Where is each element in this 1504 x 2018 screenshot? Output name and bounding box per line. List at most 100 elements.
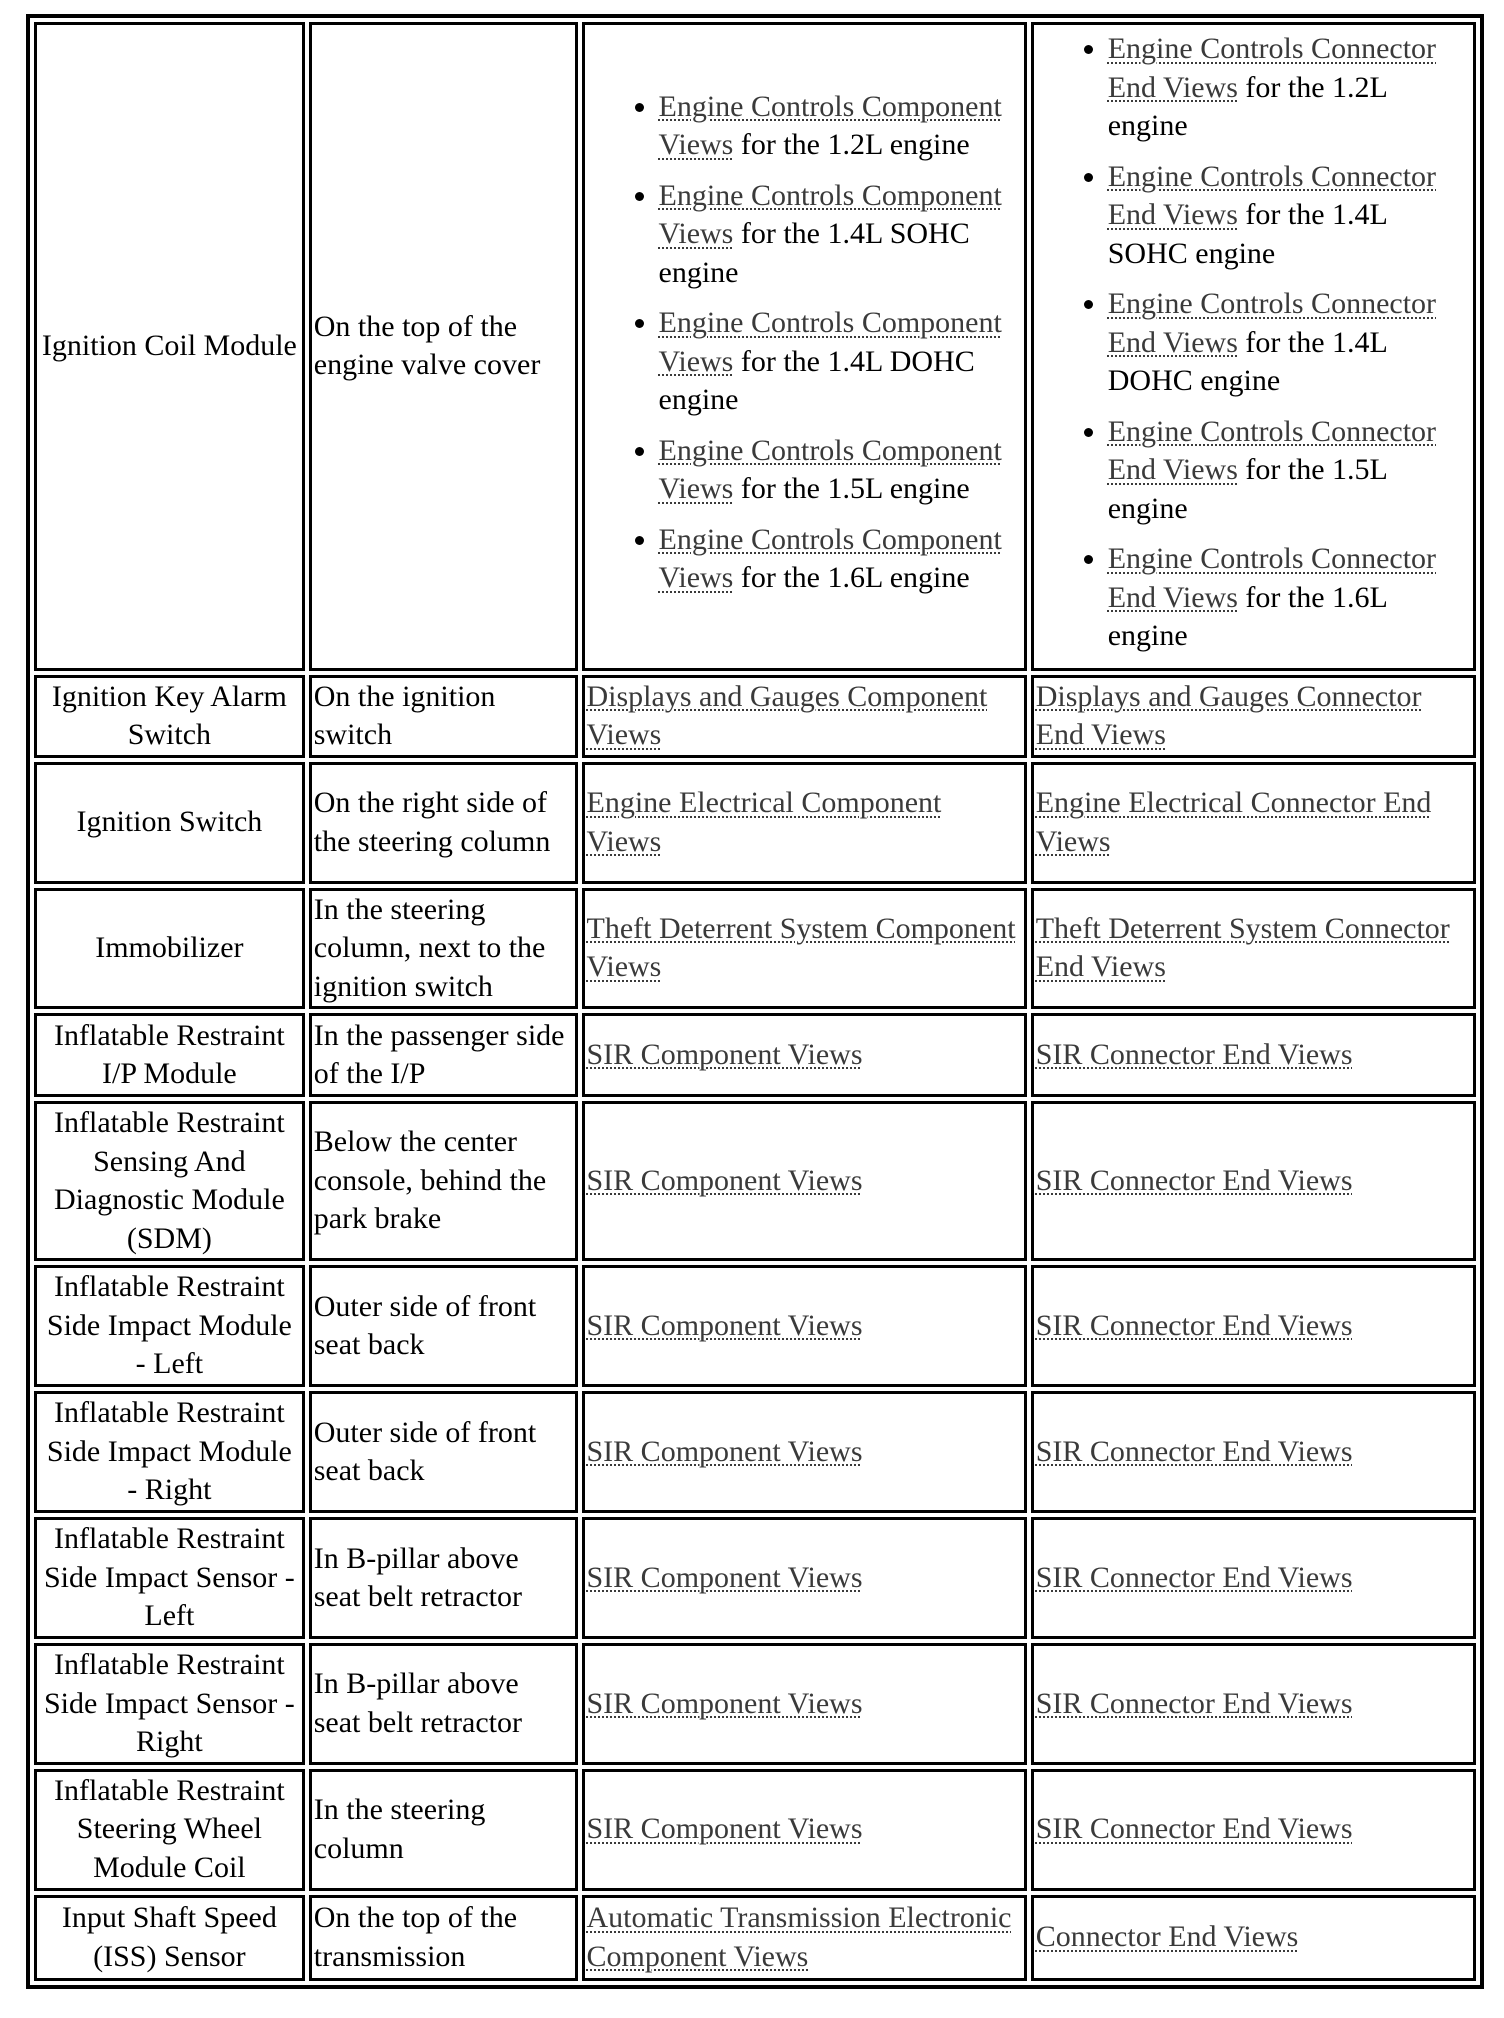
connector-end-views-link[interactable]: Engine Controls Connector End Views <box>1107 542 1437 614</box>
connector-end-views-cell: SIR Connector End Views <box>1030 1265 1476 1387</box>
table-row: Ignition Switch On the right side of the … <box>34 761 1476 884</box>
component-views-link[interactable]: SIR Component Views <box>586 1812 863 1846</box>
connector-end-views-cell: Theft Deterrent System Connector End Vie… <box>1030 887 1476 1009</box>
component-views-cell: SIR Component Views <box>581 1013 1027 1097</box>
component-name-cell: Ignition Switch <box>34 761 305 884</box>
component-name-cell: Inflatable Restraint Side Impact Sensor … <box>34 1643 305 1765</box>
connector-end-views-link[interactable]: SIR Connector End Views <box>1035 1308 1353 1342</box>
location-cell: In B-pillar above seat belt retractor <box>308 1643 578 1765</box>
link-suffix: for the 1.5L engine <box>733 472 970 506</box>
connector-end-views-link[interactable]: Displays and Gauges Connector End Views <box>1035 679 1422 752</box>
component-views-link[interactable]: Engine Electrical Component Views <box>586 786 942 858</box>
component-views-link[interactable]: Engine Controls Component Views <box>658 306 1002 378</box>
location-cell: On the right side of the steering column <box>308 761 578 884</box>
location-cell: Outer side of front seat back <box>308 1265 578 1387</box>
component-name-cell: Inflatable Restraint Side Impact Sensor … <box>34 1517 305 1639</box>
component-views-link[interactable]: Engine Controls Component Views <box>658 89 1002 162</box>
component-views-cell: SIR Component Views <box>581 1265 1027 1387</box>
link-suffix: for the 1.2L engine <box>733 128 970 162</box>
link-suffix: for the 1.4L DOHC engine <box>658 344 975 417</box>
component-views-cell: SIR Component Views <box>581 1391 1027 1513</box>
component-name-cell: Ignition Key Alarm Switch <box>34 674 305 758</box>
component-views-link[interactable]: Engine Controls Component Views <box>658 178 1002 251</box>
connector-end-views-link[interactable]: SIR Connector End Views <box>1035 1037 1353 1071</box>
connector-end-views-list: Engine Controls Connector End Views for … <box>1036 30 1471 656</box>
component-views-link[interactable]: SIR Component Views <box>586 1434 863 1468</box>
list-item: Engine Controls Component Views for the … <box>659 521 1022 598</box>
connector-end-views-link[interactable]: SIR Connector End Views <box>1035 1163 1353 1197</box>
component-views-link[interactable]: Theft Deterrent System Component Views <box>586 911 1016 984</box>
component-views-link[interactable]: SIR Component Views <box>586 1163 863 1197</box>
component-views-link[interactable]: Engine Controls Component Views <box>658 433 1002 506</box>
connector-end-views-cell: Engine Controls Connector End Views for … <box>1030 22 1476 671</box>
table-row: Inflatable Restraint Sensing And Diagnos… <box>34 1101 1476 1261</box>
component-name-cell: Inflatable Restraint Side Impact Module … <box>34 1391 305 1513</box>
location-cell: On the top of the engine valve cover <box>308 22 578 671</box>
link-suffix: for the 1.4L SOHC engine <box>658 217 970 289</box>
connector-end-views-link[interactable]: SIR Connector End Views <box>1035 1686 1353 1720</box>
table-row: Ignition Coil Module On the top of the en… <box>34 22 1476 671</box>
component-views-link[interactable]: Engine Controls Component Views <box>658 522 1002 595</box>
location-cell: In the steering column <box>308 1768 578 1891</box>
component-views-link[interactable]: SIR Component Views <box>586 1037 863 1071</box>
component-views-link[interactable]: Automatic Transmission Electronic Compon… <box>586 1901 1012 1973</box>
table-row: Inflatable Restraint Steering Wheel Modu… <box>34 1768 1476 1891</box>
component-views-link[interactable]: SIR Component Views <box>586 1686 863 1720</box>
component-views-cell: SIR Component Views <box>581 1517 1027 1639</box>
link-suffix: for the 1.5L engine <box>1107 453 1387 525</box>
connector-end-views-cell: Connector End Views <box>1030 1894 1476 1981</box>
list-item: Engine Controls Connector End Views for … <box>1108 285 1471 401</box>
connector-end-views-link[interactable]: Engine Electrical Connector End Views <box>1035 786 1432 858</box>
component-name-cell: Ignition Coil Module <box>34 22 305 671</box>
connector-end-views-cell: SIR Connector End Views <box>1030 1013 1476 1097</box>
location-cell: In B-pillar above seat belt retractor <box>308 1517 578 1639</box>
connector-end-views-cell: Displays and Gauges Connector End Views <box>1030 674 1476 758</box>
list-item: Engine Controls Connector End Views for … <box>1108 413 1471 529</box>
connector-end-views-cell: SIR Connector End Views <box>1030 1643 1476 1765</box>
connector-end-views-cell: Engine Electrical Connector End Views <box>1030 761 1476 884</box>
connector-end-views-link[interactable]: Theft Deterrent System Connector End Vie… <box>1035 911 1450 984</box>
component-views-cell: Engine Controls Component Views for the … <box>581 22 1027 671</box>
component-name-cell: Inflatable Restraint Side Impact Module … <box>34 1265 305 1387</box>
component-views-link[interactable]: SIR Component Views <box>586 1560 863 1594</box>
component-views-cell: Displays and Gauges Component Views <box>581 674 1027 758</box>
table-row: Inflatable Restraint Side Impact Module … <box>34 1265 1476 1387</box>
component-views-link[interactable]: SIR Component Views <box>586 1308 863 1342</box>
component-name-cell: Immobilizer <box>34 887 305 1009</box>
connector-end-views-link[interactable]: Engine Controls Connector End Views <box>1107 287 1437 359</box>
location-cell: In the passenger side of the I/P <box>308 1013 578 1097</box>
connector-end-views-link[interactable]: SIR Connector End Views <box>1035 1560 1353 1594</box>
location-cell: Outer side of front seat back <box>308 1391 578 1513</box>
table-row: Ignition Key Alarm Switch On the ignition… <box>34 674 1476 758</box>
connector-end-views-link[interactable]: Engine Controls Connector End Views <box>1107 414 1437 487</box>
connector-end-views-link[interactable]: SIR Connector End Views <box>1035 1812 1353 1846</box>
link-suffix: for the 1.6L engine <box>1107 580 1387 653</box>
component-views-cell: SIR Component Views <box>581 1643 1027 1765</box>
component-name-cell: Inflatable Restraint I/P Module <box>34 1013 305 1097</box>
component-views-cell: Theft Deterrent System Component Views <box>581 887 1027 1009</box>
component-views-cell: Engine Electrical Component Views <box>581 761 1027 884</box>
component-views-link[interactable]: Displays and Gauges Component Views <box>586 679 988 752</box>
list-item: Engine Controls Component Views for the … <box>659 304 1022 420</box>
connector-end-views-link[interactable]: SIR Connector End Views <box>1035 1434 1353 1468</box>
connector-end-views-link[interactable]: Engine Controls Connector End Views <box>1107 159 1437 232</box>
component-views-cell: Automatic Transmission Electronic Compon… <box>581 1894 1027 1981</box>
table-row: Inflatable Restraint Side Impact Sensor … <box>34 1643 1476 1765</box>
component-views-cell: SIR Component Views <box>581 1768 1027 1891</box>
location-cell: On the ignition switch <box>308 674 578 758</box>
component-locator-table: Ignition Coil Module On the top of the en… <box>26 14 1484 1989</box>
list-item: Engine Controls Component Views for the … <box>659 88 1022 165</box>
connector-end-views-link[interactable]: Engine Controls Connector End Views <box>1107 32 1437 104</box>
list-item: Engine Controls Component Views for the … <box>659 177 1022 293</box>
list-item: Engine Controls Connector End Views for … <box>1108 540 1471 656</box>
link-suffix: for the 1.4L DOHC engine <box>1107 325 1387 398</box>
connector-end-views-link[interactable]: Connector End Views <box>1035 1920 1299 1954</box>
link-suffix: for the 1.4L SOHC engine <box>1107 198 1387 270</box>
table-row: Input Shaft Speed (ISS) Sensor On the top… <box>34 1894 1476 1981</box>
component-views-cell: SIR Component Views <box>581 1101 1027 1261</box>
location-cell: Below the center console, behind the par… <box>308 1101 578 1261</box>
table-row: Immobilizer In the steering column, next … <box>34 887 1476 1009</box>
component-name-cell: Inflatable Restraint Steering Wheel Modu… <box>34 1768 305 1891</box>
link-suffix: for the 1.6L engine <box>733 561 970 595</box>
connector-end-views-cell: SIR Connector End Views <box>1030 1101 1476 1261</box>
